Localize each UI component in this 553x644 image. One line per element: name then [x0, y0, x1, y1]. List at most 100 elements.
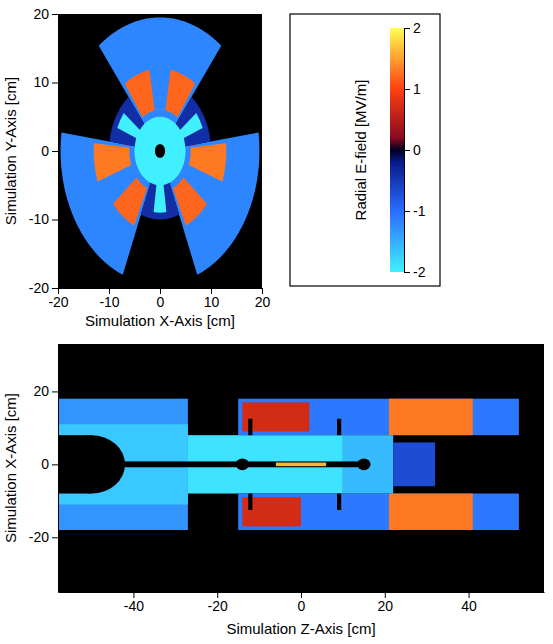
y-axis: -20 0 20 — [29, 345, 59, 593]
y-axis-title: Simulation X-Axis [cm] — [2, 393, 19, 543]
tick: 10 — [33, 74, 58, 90]
y-axis: -20 -10 0 10 20 — [29, 6, 59, 296]
tick-mark — [52, 391, 58, 392]
colorbar-frame — [290, 14, 440, 286]
tick-label: 20 — [33, 6, 49, 22]
conductor — [357, 459, 370, 471]
tick-label: -20 — [48, 294, 68, 310]
tick: -10 — [29, 211, 58, 227]
tick-label: 10 — [204, 294, 220, 310]
tick-label: 20 — [255, 294, 271, 310]
plot-background — [58, 14, 262, 288]
tick-label: -20 — [29, 529, 49, 545]
tick: -2 — [404, 264, 426, 280]
tick: 10 — [204, 288, 220, 310]
tick-label: 2 — [413, 20, 421, 36]
tick-label: -40 — [124, 598, 144, 614]
tick-label: -1 — [413, 203, 426, 219]
tick: -1 — [404, 203, 426, 219]
conductor — [155, 144, 165, 158]
tick: 20 — [33, 383, 58, 399]
field-region — [238, 494, 519, 530]
figure: -20-1001020-20-1001020Simulation X-Axis … — [0, 0, 553, 644]
tick: 40 — [461, 592, 477, 614]
tick: 20 — [378, 592, 394, 614]
field-region — [242, 402, 309, 431]
tick: 2 — [404, 20, 421, 36]
plot-area — [58, 14, 262, 288]
conductor — [337, 419, 341, 435]
x-axis: -40 -20 0 20 40 — [59, 592, 545, 614]
tick-mark — [52, 14, 58, 15]
tick-mark — [52, 83, 58, 84]
y-axis-title: Simulation Y-Axis [cm] — [2, 77, 19, 225]
tick: -20 — [48, 288, 68, 310]
tick-label: 10 — [33, 74, 49, 90]
tick-label: 40 — [461, 598, 477, 614]
conductor — [58, 435, 125, 493]
tick-label: 0 — [41, 143, 49, 159]
tick-label: 20 — [33, 383, 49, 399]
field-region — [94, 143, 132, 181]
x-axis: -20 -10 0 10 20 — [48, 288, 270, 310]
tick: 0 — [41, 143, 58, 159]
tick: -10 — [99, 288, 119, 310]
tick: 1 — [404, 81, 421, 97]
plot-area — [58, 344, 544, 592]
panel: -20 -10 0 10 20 -20 -10 0 10 20 Simulation X-Axis … — [2, 6, 270, 329]
field-region — [389, 494, 473, 530]
colorbar-axis: -2 -1 0 1 2 — [404, 20, 426, 280]
tick-label: 20 — [378, 598, 394, 614]
tick-label: 0 — [413, 142, 421, 158]
colorbar: -2-1012Radial E-field [MV/m] — [290, 14, 440, 286]
field-region — [176, 113, 202, 141]
field-region — [135, 117, 186, 185]
tick-label: -2 — [413, 264, 426, 280]
tick: -20 — [29, 529, 58, 545]
field-region — [173, 177, 207, 225]
x-axis-title: Simulation Z-Axis [cm] — [226, 620, 375, 637]
tick: 20 — [255, 288, 271, 310]
field-region — [276, 463, 326, 467]
field-region — [141, 176, 179, 219]
tick-mark — [404, 272, 410, 273]
field-region — [389, 399, 473, 435]
conductor — [248, 494, 252, 510]
tick-label: 0 — [41, 456, 49, 472]
tick: 0 — [298, 592, 306, 614]
tick: -20 — [208, 592, 228, 614]
tick-mark — [52, 537, 58, 538]
field-region — [113, 177, 147, 225]
field-region — [117, 113, 143, 141]
tick-mark — [404, 211, 410, 212]
field-region — [154, 178, 167, 213]
tick-label: -10 — [99, 294, 119, 310]
tick: 0 — [157, 288, 165, 310]
colorbar-gradient — [390, 28, 404, 272]
tick-label: 1 — [413, 81, 421, 97]
tick-mark — [52, 220, 58, 221]
tick-label: 0 — [157, 294, 165, 310]
x-axis-title: Simulation X-Axis [cm] — [85, 312, 235, 329]
tick: 0 — [404, 142, 421, 158]
conductor — [337, 494, 341, 510]
plot-background — [58, 344, 544, 592]
tick-mark — [404, 89, 410, 90]
tick-label: -10 — [29, 211, 49, 227]
tick-label: -20 — [208, 598, 228, 614]
field-region — [189, 143, 227, 181]
tick-label: -20 — [29, 280, 49, 296]
conductor — [236, 459, 249, 471]
tick-mark — [52, 288, 58, 289]
conductor — [248, 419, 252, 435]
tick-mark — [52, 151, 58, 152]
field-region — [99, 17, 221, 129]
tick-mark — [404, 28, 410, 29]
tick: 20 — [33, 6, 58, 22]
y-axis-line — [58, 15, 59, 289]
tick: -40 — [124, 592, 144, 614]
tick: 0 — [41, 456, 58, 472]
field-region — [393, 442, 435, 486]
tick-mark — [52, 464, 58, 465]
tick-mark — [404, 150, 410, 151]
